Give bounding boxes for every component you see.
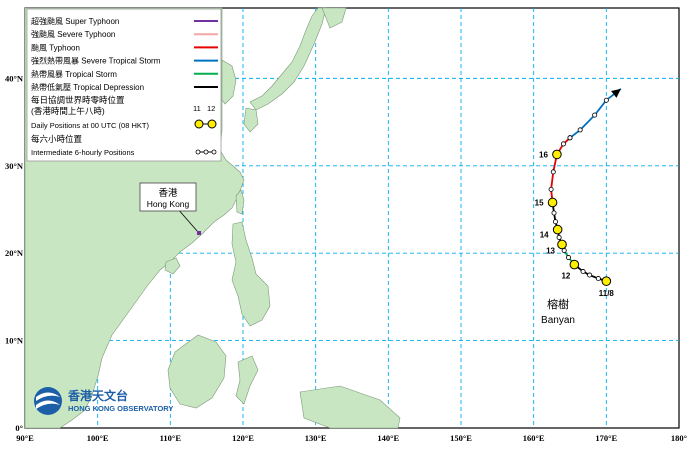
- legend-items: 超強颱風 Super Typhoon 強颱風 Severe Typhoon 颱風 T…: [31, 16, 218, 92]
- hk-label-zh: 香港: [158, 187, 178, 199]
- hk-label-en: Hong Kong: [147, 199, 190, 209]
- legend-daily-zh-1: 每日協調世界時零時位置: [31, 95, 125, 105]
- daily-position-label: 15: [535, 198, 544, 207]
- six-hourly-position: [592, 112, 598, 118]
- korea-peninsula: [221, 59, 237, 105]
- six-hourly-position: [577, 127, 583, 133]
- storm-track: 11/8 12 13 14 15 16: [535, 88, 622, 298]
- storm-name-en: Banyan: [541, 315, 575, 326]
- legend-item-label: 超強颱風 Super Typhoon: [31, 16, 119, 26]
- track-arrow-head: [611, 88, 621, 98]
- kyushu: [243, 107, 259, 133]
- daily-position: [552, 224, 563, 235]
- six-hourly-position: [567, 135, 573, 141]
- hko-logo-en: HONG KONG OBSERVATORY: [68, 404, 173, 413]
- lat-tick-label: 30°N: [5, 161, 24, 171]
- borneo: [167, 334, 227, 409]
- legend-daily-marker: [194, 119, 204, 129]
- hko-logo-zh: 香港天文台: [67, 388, 128, 403]
- lon-tick-label: 160°E: [523, 433, 545, 443]
- lon-tick-label: 90°E: [16, 433, 34, 443]
- daily-position-label: 13: [546, 246, 555, 255]
- six-hourly-position: [587, 272, 593, 278]
- daily-position-label: 16: [539, 150, 548, 159]
- legend-daily-zh-2: (香港時間上午八時): [31, 106, 105, 116]
- daily-position-label: 14: [540, 231, 549, 240]
- legend: 超強颱風 Super Typhoon 強颱風 Severe Typhoon 颱風 T…: [26, 8, 222, 162]
- legend-6h-marker: [195, 149, 201, 155]
- legend-item-label: 熱帶低氣壓 Tropical Depression: [31, 82, 144, 92]
- six-hourly-position: [603, 97, 609, 103]
- legend-sample-label-2: 12: [207, 104, 215, 113]
- legend-item-label: 強颱風 Severe Typhoon: [31, 29, 115, 39]
- lon-tick-label: 130°E: [305, 433, 327, 443]
- lon-tick-label: 140°E: [377, 433, 399, 443]
- philippines: [231, 221, 271, 327]
- daily-position: [547, 197, 558, 208]
- six-hourly-position: [551, 210, 557, 216]
- taiwan: [235, 189, 245, 215]
- daily-position-label: 12: [561, 272, 570, 281]
- daily-position: [557, 239, 567, 250]
- hko-logo: 香港天文台 HONG KONG OBSERVATORY: [34, 387, 173, 415]
- six-hourly-position: [560, 141, 566, 147]
- lon-tick-label: 120°E: [232, 433, 254, 443]
- hainan: [164, 257, 181, 275]
- legend-6h-marker: [211, 149, 217, 155]
- legend-item-label: 強烈熱帶風暴 Severe Tropical Storm: [31, 56, 161, 66]
- six-hourly-position: [548, 186, 554, 192]
- hong-kong-marker: 香港 Hong Kong: [139, 182, 201, 235]
- new-guinea: [299, 385, 401, 429]
- legend-daily-en: Daily Positions at 00 UTC (08 HKT): [31, 121, 149, 130]
- six-hourly-position: [566, 255, 572, 261]
- lat-tick-label: 40°N: [5, 73, 24, 83]
- six-hourly-position: [556, 234, 562, 240]
- legend-sample-label-1: 11: [193, 104, 201, 113]
- daily-position-label: 11/8: [599, 289, 615, 298]
- legend-6h-marker: [203, 149, 209, 155]
- lon-tick-label: 100°E: [87, 433, 109, 443]
- six-hourly-position: [595, 276, 601, 282]
- lon-tick-label: 110°E: [160, 433, 182, 443]
- daily-position: [552, 149, 562, 160]
- hokkaido: [321, 7, 347, 29]
- axis-labels: 90°E 100°E 110°E 120°E 130°E 140°E 150°E 160°E 1…: [5, 73, 687, 443]
- lon-tick-label: 170°E: [595, 433, 617, 443]
- legend-item-label: 颱風 Typhoon: [31, 43, 80, 52]
- lat-tick-label: 10°N: [5, 336, 24, 346]
- legend-six-en: Intermediate 6-hourly Positions: [31, 148, 135, 157]
- daily-position: [601, 276, 612, 286]
- legend-daily-marker: [207, 119, 217, 129]
- legend-six-zh: 每六小時位置: [31, 134, 83, 144]
- six-hourly-position: [550, 169, 556, 175]
- six-hourly-position: [580, 269, 586, 275]
- lon-tick-label: 180°: [671, 433, 687, 443]
- lon-tick-label: 150°E: [450, 433, 472, 443]
- six-hourly-position: [552, 219, 558, 225]
- daily-position: [569, 259, 580, 270]
- legend-item-label: 熱帶風暴 Tropical Storm: [31, 69, 117, 79]
- lat-tick-label: 0°: [15, 423, 23, 433]
- sulawesi: [235, 355, 259, 405]
- lat-tick-label: 20°N: [5, 248, 24, 258]
- track-segment: [569, 99, 608, 139]
- storm-name-zh: 榕樹: [547, 297, 569, 311]
